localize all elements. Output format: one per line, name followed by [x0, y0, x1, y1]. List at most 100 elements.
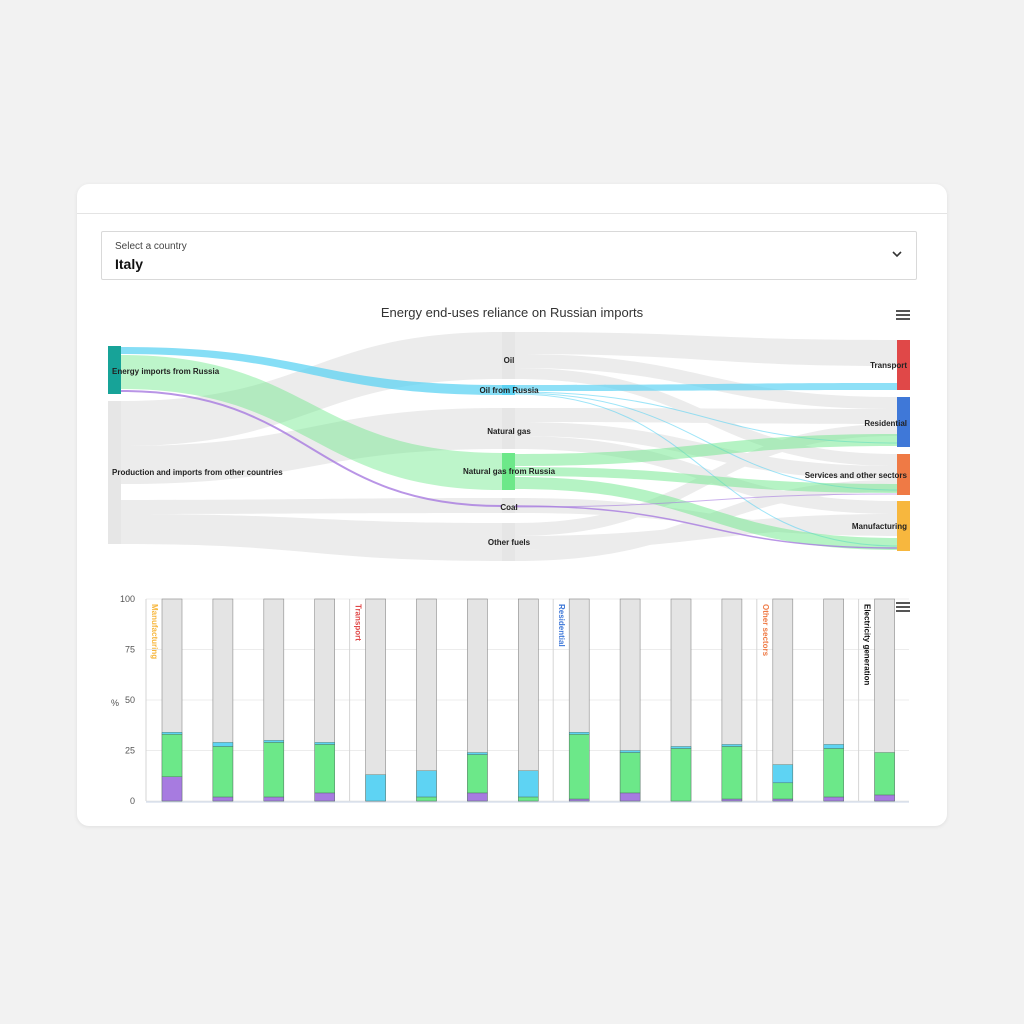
sankey-label-transport: Transport	[870, 361, 907, 370]
menu-icon-line	[896, 314, 910, 316]
bar-gas	[518, 796, 539, 802]
flow-russia-oil	[121, 347, 502, 395]
bar-oil	[772, 764, 793, 784]
sankey-node-gas_ru	[502, 453, 515, 490]
bar-coal	[619, 792, 641, 802]
flow-gasru-services	[515, 467, 897, 493]
bar-oil	[467, 752, 488, 755]
flow-fuels-manufacturing	[515, 514, 897, 550]
flow-gas-residential	[515, 408, 897, 424]
sankey-node-oil_ru	[502, 385, 515, 395]
flow-coalru-services	[514, 493, 898, 508]
bar-gas	[619, 752, 641, 794]
flow-gasru-residential	[515, 434, 897, 466]
bar-coal	[772, 798, 793, 802]
bar-coal	[569, 798, 590, 802]
flow-other-gas	[121, 408, 502, 484]
bar-oil	[721, 744, 743, 747]
menu-icon-line	[896, 318, 910, 320]
sankey-title: Energy end-uses reliance on Russian impo…	[380, 305, 644, 320]
flow-russia-coal	[120, 390, 503, 507]
menu-icon-line	[896, 602, 910, 604]
bar-coal	[263, 796, 285, 802]
y-tick-label: 75	[125, 645, 135, 655]
group-label: Transport	[354, 604, 363, 641]
sankey-node-gas	[502, 408, 515, 449]
sankey-label-other_src: Production and imports from other countr…	[112, 468, 283, 477]
bar-gas	[823, 748, 844, 798]
flow-oil-residential	[515, 354, 897, 409]
bar-gas	[569, 734, 590, 800]
bar-gas	[467, 754, 488, 794]
country-select-label: Select a country	[115, 241, 187, 252]
bar-gas	[212, 746, 234, 798]
bar-oil	[365, 774, 386, 802]
bar-oil	[416, 770, 437, 798]
bar-oil	[518, 770, 539, 798]
sankey-label-oil_ru: Oil from Russia	[479, 386, 539, 395]
chart-card: Select a country Italy Energy end-uses r…	[77, 184, 947, 826]
sankey-label-russia: Energy imports from Russia	[112, 367, 220, 376]
country-select-value: Italy	[115, 256, 144, 272]
bar-oil	[263, 740, 285, 743]
bar-oil	[569, 732, 590, 735]
bar-oil	[619, 750, 641, 753]
group-label: Electricity generation	[863, 604, 872, 685]
sankey-label-manufacturing: Manufacturing	[852, 522, 907, 531]
bar-gas	[721, 746, 743, 800]
bar-gas	[263, 742, 285, 798]
menu-icon-line	[896, 610, 910, 612]
menu-icon-line	[896, 606, 910, 608]
sankey-node-other_fuels	[502, 523, 515, 561]
bar-coal	[467, 792, 488, 802]
sankey-node-residential	[897, 397, 910, 447]
sankey-node-oil	[502, 332, 515, 379]
bar-coal	[823, 796, 844, 802]
sankey-label-gas: Natural gas	[487, 427, 531, 436]
sankey-chart: Energy imports from Russia Production and…	[108, 332, 910, 561]
y-axis-label: %	[111, 698, 119, 708]
sankey-node-transport	[897, 340, 910, 390]
bar-chart-menu-button[interactable]	[896, 602, 910, 614]
bar-gas	[670, 748, 692, 802]
sankey-label-residential: Residential	[864, 419, 907, 428]
y-tick-label: 50	[125, 695, 135, 705]
sankey-label-gas_ru: Natural gas from Russia	[463, 467, 556, 476]
bar-coal	[161, 776, 183, 802]
y-tick-label: 0	[130, 796, 135, 806]
flow-other-fuels	[121, 514, 502, 561]
bar-oil	[670, 746, 692, 749]
bar-coal	[314, 792, 335, 802]
bar-gas	[161, 734, 183, 777]
bar-oil	[212, 742, 234, 747]
bar-oil	[161, 732, 183, 735]
sankey-label-coal: Coal	[500, 503, 517, 512]
bar-coal	[212, 796, 234, 802]
sankey-label-other_fuels: Other fuels	[488, 538, 531, 547]
sankey-label-oil: Oil	[504, 356, 515, 365]
bar-gas	[416, 796, 437, 802]
menu-icon-line	[896, 310, 910, 312]
bar-gas	[772, 782, 793, 800]
group-label: Residential	[557, 604, 566, 647]
sankey-node-coal	[502, 498, 515, 513]
flow-russia-gas	[121, 355, 502, 490]
flow-other-coal	[121, 498, 502, 514]
flow-oil-transport	[515, 332, 897, 366]
sankey-node-services	[897, 454, 910, 495]
flow-gasru-manufacturing	[515, 477, 897, 550]
sankey-menu-button[interactable]	[896, 310, 910, 322]
country-select[interactable]: Select a country Italy	[101, 231, 917, 280]
bar-gas	[314, 744, 335, 794]
y-tick-label: 100	[120, 594, 135, 604]
card-header-bar	[77, 184, 947, 214]
bar-coal	[874, 794, 895, 802]
group-label: Other sectors	[761, 604, 770, 657]
stacked-bar-chart: 0 25 50 75 100% Manufacturing Transport Residen…	[111, 594, 909, 806]
flow-other-oil	[121, 332, 502, 446]
group-label: Manufacturing	[150, 604, 159, 659]
sankey-label-services: Services and other sectors	[805, 471, 908, 480]
sankey-node-other_src	[108, 401, 121, 544]
flow-oilru-transport	[515, 383, 897, 391]
sankey-node-russia	[108, 346, 121, 394]
